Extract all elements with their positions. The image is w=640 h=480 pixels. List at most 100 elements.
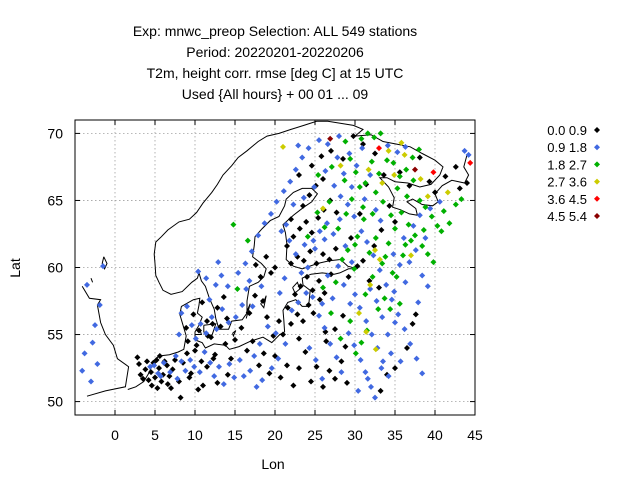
data-point-series-2 [364, 130, 371, 137]
data-point-series-1 [310, 237, 317, 244]
data-point-series-0 [323, 338, 330, 345]
data-point-series-0 [186, 374, 193, 381]
data-point-series-1 [436, 198, 443, 205]
data-point-series-1 [322, 167, 329, 174]
data-point-series-2 [320, 284, 326, 291]
data-point-series-1 [465, 151, 472, 158]
data-point-series-1 [246, 277, 253, 284]
data-point-series-1 [235, 269, 242, 276]
data-point-series-3 [372, 346, 379, 353]
data-point-series-1 [385, 373, 392, 380]
data-point-series-0 [256, 362, 262, 369]
data-point-series-2 [337, 335, 344, 342]
data-point-series-1 [368, 331, 375, 338]
data-point-series-0 [193, 342, 200, 349]
data-point-series-1 [424, 283, 431, 290]
data-point-series-2 [402, 241, 409, 248]
data-point-series-0 [140, 375, 146, 382]
data-point-series-0 [238, 324, 245, 331]
data-point-series-1 [239, 302, 246, 309]
data-point-series-1 [367, 285, 374, 292]
data-point-series-2 [404, 193, 410, 200]
data-point-series-0 [322, 328, 329, 335]
data-point-series-0 [145, 377, 152, 384]
data-point-series-3 [320, 205, 326, 212]
data-point-series-0 [142, 366, 149, 373]
data-point-series-1 [290, 201, 297, 208]
y-tick-label: 65 [47, 192, 63, 208]
data-point-series-2 [419, 243, 426, 250]
data-point-series-0 [228, 355, 234, 362]
y-axis-title: Lat [7, 258, 23, 278]
data-point-series-2 [362, 180, 369, 187]
data-point-series-2 [396, 173, 403, 180]
data-point-series-3 [363, 328, 370, 335]
data-point-series-0 [372, 150, 378, 157]
data-point-series-1 [330, 230, 337, 237]
data-point-series-1 [303, 289, 310, 296]
data-point-series-1 [292, 251, 299, 258]
data-point-series-3 [379, 180, 386, 187]
data-point-series-1 [243, 285, 250, 292]
data-point-series-1 [333, 354, 340, 361]
data-point-series-2 [408, 237, 414, 244]
x-tick-label: 5 [151, 427, 159, 443]
data-point-series-2 [458, 196, 465, 203]
data-point-series-3 [337, 162, 344, 169]
data-point-series-2 [314, 209, 321, 216]
data-point-series-1 [324, 141, 331, 148]
data-point-series-1 [413, 355, 420, 362]
data-point-series-2 [360, 204, 366, 211]
data-point-series-1 [187, 357, 194, 364]
data-point-series-2 [416, 197, 423, 204]
data-point-series-2 [388, 212, 394, 219]
data-point-series-1 [92, 322, 98, 329]
data-point-series-1 [410, 222, 417, 229]
data-point-series-1 [224, 283, 231, 290]
data-point-series-1 [312, 357, 319, 364]
data-point-series-1 [419, 272, 426, 279]
data-point-series-2 [369, 210, 376, 217]
data-point-series-1 [324, 220, 330, 227]
data-point-series-0 [136, 361, 142, 368]
data-point-series-3 [398, 139, 405, 146]
data-point-series-0 [360, 141, 366, 148]
data-point-series-1 [370, 252, 377, 259]
data-point-series-1 [258, 283, 265, 290]
data-point-series-1 [331, 182, 338, 189]
data-point-series-1 [397, 358, 404, 365]
data-point-series-0 [318, 153, 325, 160]
data-point-series-0 [288, 320, 294, 327]
data-point-series-0 [294, 253, 301, 260]
data-point-series-1 [160, 359, 167, 366]
data-point-series-1 [378, 365, 385, 372]
data-point-series-0 [371, 243, 378, 250]
data-point-series-1 [392, 319, 398, 326]
data-point-series-1 [388, 350, 394, 357]
data-point-series-0 [288, 260, 294, 267]
data-point-series-0 [338, 358, 345, 365]
data-point-series-2 [403, 166, 410, 173]
data-point-series-1 [376, 267, 383, 274]
data-point-series-0 [340, 312, 346, 319]
data-point-series-1 [461, 147, 468, 154]
data-point-series-3 [401, 151, 408, 158]
data-point-series-1 [268, 210, 274, 217]
data-point-series-0 [452, 163, 459, 170]
data-point-series-0 [214, 379, 221, 386]
data-point-series-3 [356, 310, 362, 317]
title-line-2: T2m, height corr. rmse [deg C] at 15 UTC [147, 65, 404, 81]
data-point-series-1 [363, 318, 370, 325]
data-point-series-2 [446, 220, 453, 227]
data-point-series-1 [407, 340, 414, 347]
data-point-series-1 [416, 212, 423, 219]
data-point-series-1 [329, 295, 336, 302]
data-point-series-1 [347, 300, 354, 307]
data-point-series-0 [378, 226, 385, 233]
data-point-series-1 [395, 311, 402, 318]
data-point-series-1 [81, 350, 88, 357]
data-point-series-1 [321, 324, 328, 331]
coastline [90, 278, 94, 283]
data-point-series-0 [153, 357, 160, 364]
